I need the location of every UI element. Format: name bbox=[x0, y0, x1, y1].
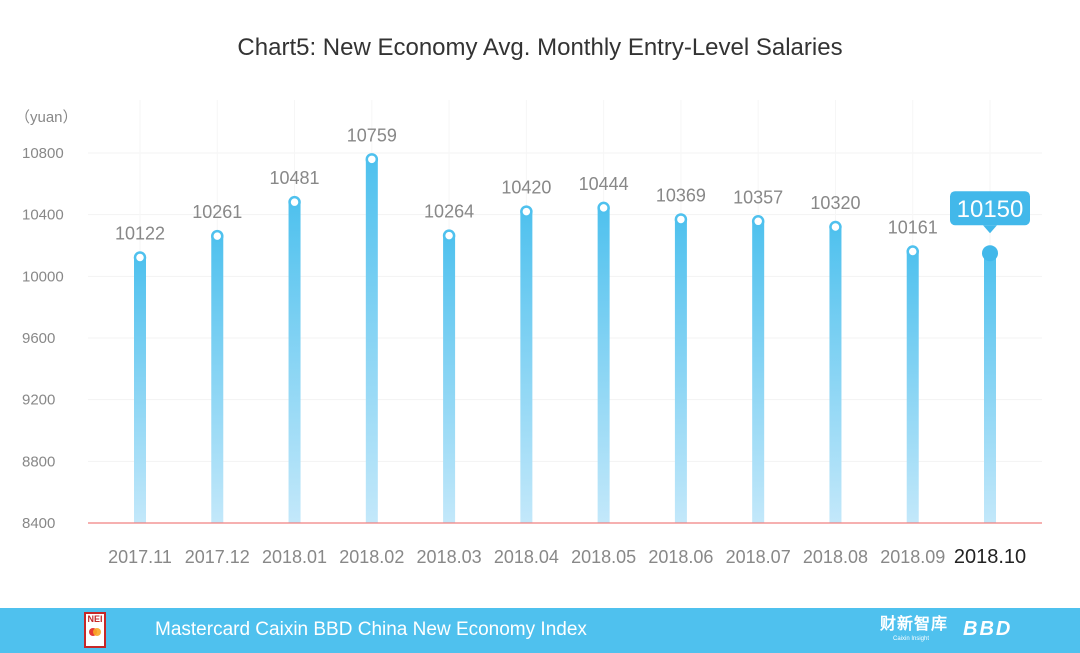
data-label: 10357 bbox=[733, 187, 783, 207]
x-tick-label: 2018.04 bbox=[494, 547, 559, 567]
footer-title: Mastercard Caixin BBD China New Economy … bbox=[155, 619, 587, 640]
highlight-callout: 10150 bbox=[950, 191, 1030, 234]
data-point-marker bbox=[442, 229, 456, 242]
data-label: 10264 bbox=[424, 202, 474, 222]
x-tick-label: 2018.02 bbox=[339, 547, 404, 567]
y-tick-label: 8400 bbox=[22, 515, 55, 532]
bar-chart: （yuan） 8400 8800 9200 9600 10000 10400 10800 2… bbox=[15, 109, 1042, 568]
callout-box bbox=[950, 191, 1030, 226]
y-tick-label: 9600 bbox=[22, 330, 55, 347]
data-point-marker bbox=[288, 195, 301, 209]
bar bbox=[597, 207, 610, 523]
x-tick-label: 2018.05 bbox=[571, 547, 636, 567]
data-label: 10320 bbox=[810, 193, 860, 213]
x-tick-label: 2018.08 bbox=[803, 547, 868, 567]
data-label: 10481 bbox=[270, 168, 320, 188]
data-point-marker bbox=[674, 213, 688, 226]
nei-logo: NEI bbox=[84, 612, 106, 648]
caixin-insight-subtitle: Caixin Insight bbox=[893, 636, 930, 642]
data-point-marker bbox=[365, 153, 379, 166]
chart-title: Chart5: New Economy Avg. Monthly Entry-L… bbox=[237, 34, 843, 61]
x-tick-label: 2018.06 bbox=[648, 547, 713, 567]
data-point-marker bbox=[982, 245, 998, 262]
footer-bar: NEI Mastercard Caixin BBD China New Econ… bbox=[0, 608, 1080, 653]
y-tick-label: 9200 bbox=[22, 392, 55, 409]
bar bbox=[984, 253, 996, 524]
x-tick-label: 2018.07 bbox=[726, 547, 791, 567]
bar bbox=[829, 227, 842, 523]
data-point-marker bbox=[520, 205, 533, 218]
y-tick-label: 10800 bbox=[22, 145, 64, 162]
x-tick-label: 2018.09 bbox=[880, 547, 945, 567]
bar bbox=[674, 219, 687, 523]
x-tick-label: 2017.12 bbox=[185, 547, 250, 567]
data-label: 10161 bbox=[888, 218, 938, 238]
data-label: 10444 bbox=[579, 174, 629, 194]
data-label: 10261 bbox=[192, 202, 242, 222]
data-point-marker bbox=[597, 201, 610, 215]
bar bbox=[134, 257, 146, 523]
bar bbox=[288, 202, 301, 523]
x-tick-label: 2018.01 bbox=[262, 547, 327, 567]
data-label: 10420 bbox=[501, 178, 551, 198]
bar bbox=[906, 251, 919, 523]
callout-pointer bbox=[983, 225, 997, 234]
data-point-marker bbox=[211, 229, 224, 243]
data-label: 10122 bbox=[115, 224, 165, 244]
bar bbox=[211, 236, 224, 524]
x-tick-label: 2017.11 bbox=[108, 547, 172, 567]
data-point-marker bbox=[829, 220, 842, 234]
bar bbox=[443, 235, 456, 523]
data-label: 10369 bbox=[656, 185, 706, 205]
data-point-marker bbox=[751, 215, 765, 228]
bar bbox=[752, 221, 765, 523]
x-tick-label: 2018.10 bbox=[954, 546, 1026, 568]
y-tick-label: 10000 bbox=[22, 268, 64, 285]
bbd-logo: BBD bbox=[963, 618, 1013, 640]
bar bbox=[365, 159, 378, 523]
y-tick-label: 8800 bbox=[22, 453, 55, 470]
nei-logo-text: NEI bbox=[87, 614, 103, 624]
y-axis-unit-label: （yuan） bbox=[15, 109, 78, 126]
data-point-marker bbox=[906, 245, 919, 258]
data-label: 10759 bbox=[347, 125, 397, 145]
data-label: 10150 bbox=[957, 196, 1024, 223]
mastercard-icon bbox=[89, 628, 101, 636]
y-tick-label: 10400 bbox=[22, 207, 64, 224]
x-tick-label: 2018.03 bbox=[417, 547, 482, 567]
data-point-marker bbox=[133, 251, 147, 264]
caixin-insight-logo: 财新智库 bbox=[880, 616, 949, 633]
bar bbox=[520, 211, 533, 524]
